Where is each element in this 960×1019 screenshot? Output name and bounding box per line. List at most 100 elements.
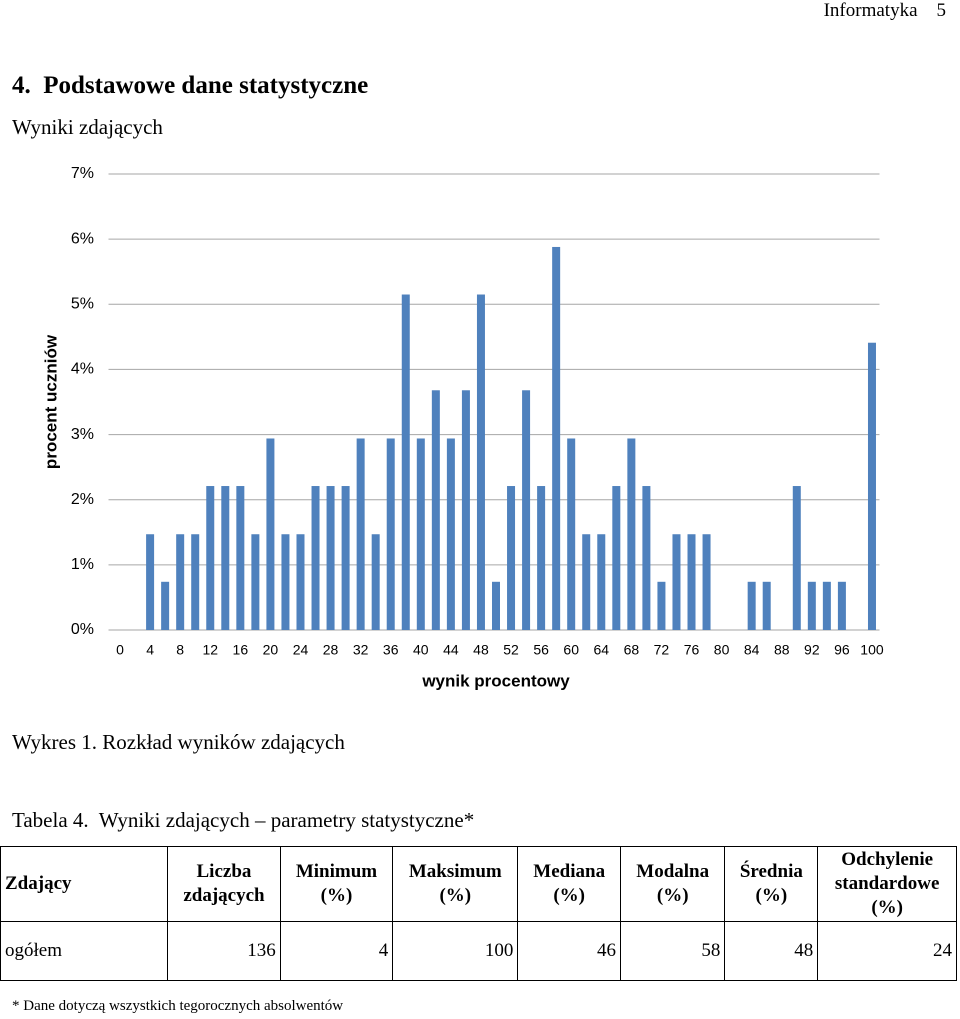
bar — [492, 581, 500, 630]
bar — [251, 534, 260, 630]
y-axis-label: procent uczniów — [41, 334, 60, 469]
x-tick-label: 76 — [684, 642, 700, 658]
y-tick-label: 7% — [71, 165, 94, 182]
y-tick-label: 4% — [71, 361, 94, 378]
cell: 136 — [167, 921, 281, 981]
bar — [431, 390, 440, 630]
bar — [356, 438, 365, 630]
bar — [476, 294, 485, 630]
bar — [657, 581, 666, 630]
cell: 48 — [724, 921, 819, 981]
x-tick-label: 92 — [804, 642, 820, 658]
column-header: Odchylenie standardowe (%) — [817, 846, 957, 922]
bar — [401, 294, 410, 630]
y-tick-label: 0% — [71, 621, 94, 638]
section-title: 4. Podstawowe dane statystyczne — [12, 72, 369, 99]
x-tick-label: 28 — [323, 642, 339, 658]
x-tick-label: 56 — [533, 642, 549, 658]
figure-caption: Wykres 1. Rozkład wyników zdających — [12, 730, 345, 754]
column-header: Zdający — [0, 846, 169, 922]
cell: 58 — [619, 921, 726, 981]
bar — [537, 486, 546, 630]
page-number: 5 — [936, 0, 947, 21]
x-tick-label: 52 — [503, 642, 519, 658]
chart: procent uczniów wynik procentowy 0% 1% 2% 3… — [41, 165, 884, 690]
x-tick-label: 16 — [233, 642, 249, 658]
bar — [236, 486, 245, 630]
cell: 24 — [817, 921, 957, 981]
bar — [552, 246, 561, 630]
column-header: Średnia (%) — [724, 846, 819, 922]
bar — [176, 534, 185, 630]
x-tick-label: 32 — [353, 642, 369, 658]
header-row: Zdający Liczba zdających Minimum (%) Maksim… — [0, 846, 957, 922]
bar — [206, 486, 215, 630]
x-tick-label: 88 — [774, 642, 790, 658]
bar — [386, 438, 395, 630]
column-header: Modalna (%) — [619, 846, 726, 922]
x-tick-label: 64 — [593, 642, 609, 658]
x-tick-label: 36 — [383, 642, 399, 658]
bar — [416, 438, 425, 630]
x-tick-label: 48 — [473, 642, 489, 658]
bar — [762, 581, 771, 630]
bar — [281, 534, 290, 630]
bar — [326, 486, 335, 630]
bar — [446, 438, 455, 630]
bar — [807, 581, 816, 630]
bar — [747, 581, 756, 630]
bar — [221, 486, 230, 630]
bar — [792, 486, 801, 630]
y-tick-label: 5% — [71, 296, 94, 313]
bar — [822, 581, 831, 630]
bar — [837, 581, 846, 630]
bar — [371, 534, 380, 630]
bar — [341, 486, 350, 630]
subject: Informatyka — [823, 0, 918, 21]
x-tick-label: 44 — [443, 642, 459, 658]
bar — [867, 342, 876, 630]
footnote: * Dane dotyczą wszystkich tegorocznych a… — [12, 998, 344, 1014]
column-header: Minimum (%) — [279, 846, 394, 922]
bar — [311, 486, 320, 630]
y-tick-label: 2% — [71, 491, 94, 508]
bar — [612, 486, 621, 630]
x-tick-label: 96 — [834, 642, 850, 658]
x-tick-label: 60 — [563, 642, 579, 658]
x-tick-label: 40 — [413, 642, 429, 658]
bar — [266, 438, 275, 630]
y-tick-label: 6% — [71, 230, 94, 247]
bar — [627, 438, 636, 630]
stats-table: Zdający Liczba zdających Minimum (%) Maksim… — [0, 846, 957, 981]
bar — [582, 534, 591, 630]
x-tick-label: 0 — [116, 642, 124, 658]
data-row: ogółem 136 4 100 46 58 48 24 — [0, 921, 957, 981]
bar — [191, 534, 200, 630]
bar — [146, 534, 155, 630]
x-tick-label: 72 — [654, 642, 670, 658]
bar — [642, 486, 651, 630]
column-header: Maksimum (%) — [392, 846, 519, 922]
x-tick-label: 24 — [293, 642, 309, 658]
bar — [461, 390, 470, 630]
x-tick-label: 100 — [860, 642, 884, 658]
bar — [507, 486, 516, 630]
y-tick-label: 1% — [71, 556, 94, 573]
cell: ogółem — [0, 921, 169, 981]
x-tick-label: 84 — [744, 642, 760, 658]
x-tick-label: 4 — [146, 642, 154, 658]
subtitle: Wyniki zdających — [12, 115, 163, 139]
x-tick-label: 20 — [263, 642, 279, 658]
bar — [672, 534, 681, 630]
bar — [161, 581, 170, 630]
running-header: Informatyka 5 — [824, 0, 946, 22]
column-header: Mediana (%) — [517, 846, 621, 922]
x-tick-label: 68 — [624, 642, 640, 658]
bar — [702, 534, 711, 630]
column-header: Liczba zdających — [167, 846, 281, 922]
bar — [296, 534, 305, 630]
x-axis-label: wynik procentowy — [421, 671, 570, 690]
cell: 46 — [517, 921, 621, 981]
x-tick-label: 12 — [202, 642, 218, 658]
